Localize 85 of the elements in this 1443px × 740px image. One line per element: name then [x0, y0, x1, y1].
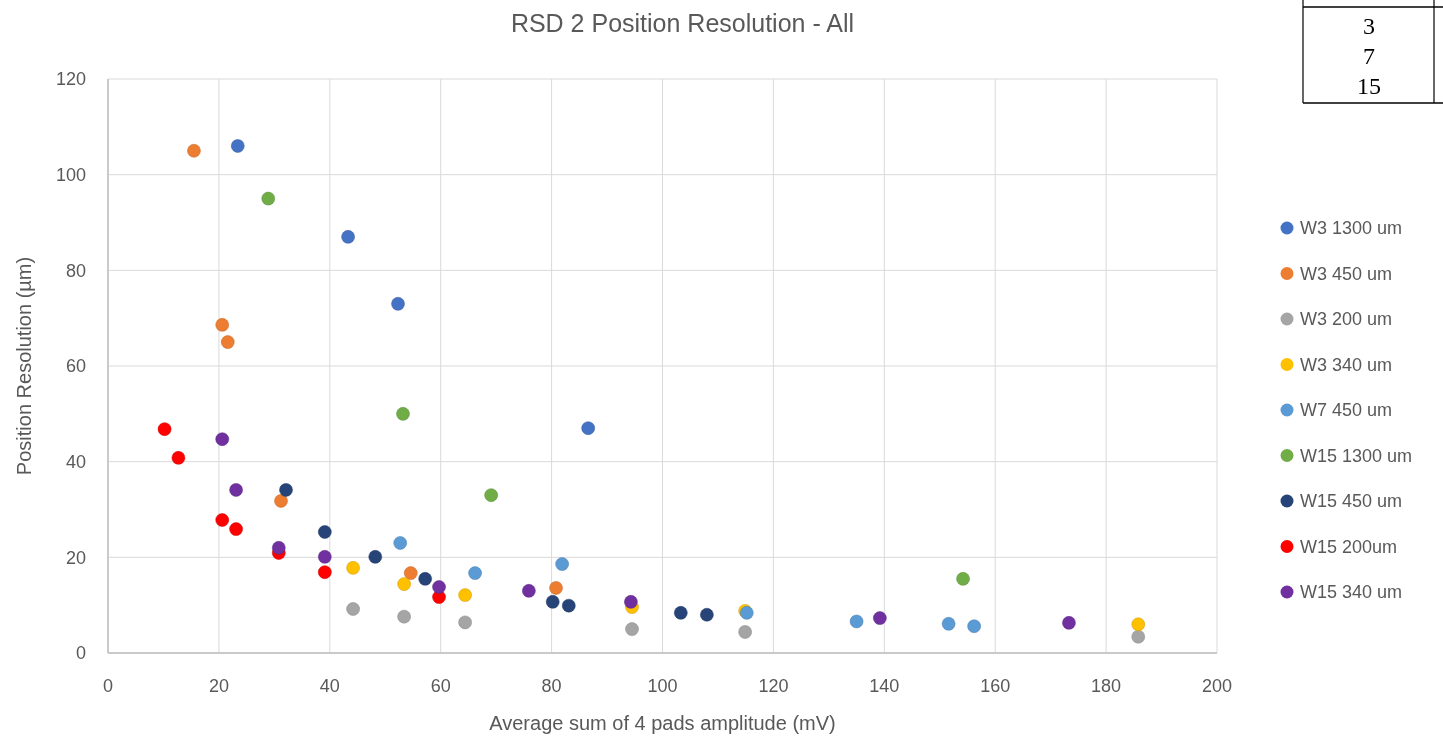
point [673, 605, 688, 620]
legend-label: W15 450 um [1300, 491, 1403, 512]
point [468, 566, 483, 581]
x-tick-label: 0 [102, 676, 114, 696]
point [391, 296, 405, 311]
point [458, 588, 473, 603]
point [393, 535, 408, 550]
legend-label: W3 450 um [1300, 263, 1393, 284]
point [220, 335, 235, 350]
point [521, 583, 536, 598]
point [230, 138, 245, 153]
point [157, 422, 172, 437]
text: 3 [1363, 13, 1375, 39]
point [186, 143, 201, 158]
point [341, 229, 356, 244]
legend-label: W15 1300 um [1300, 445, 1413, 466]
point [956, 571, 971, 586]
point [872, 611, 887, 626]
legend-label: W15 340 um [1300, 582, 1403, 603]
point [549, 580, 564, 595]
legend-label: W3 340 um [1300, 354, 1393, 375]
point [941, 616, 956, 631]
y-tick-label: 80 [65, 260, 86, 281]
point [1131, 629, 1146, 644]
point [699, 607, 714, 622]
point [215, 317, 230, 332]
point [215, 513, 230, 528]
point [215, 432, 230, 447]
point [1131, 617, 1146, 632]
legend-label: W15 200um [1300, 536, 1398, 557]
point [229, 482, 244, 497]
x-tick-label: 200 [1201, 676, 1233, 696]
y-tick-label: 20 [65, 547, 86, 568]
point [967, 619, 982, 634]
x-tick-label: 60 [430, 676, 451, 696]
point [432, 579, 447, 594]
point [403, 566, 418, 581]
legend-label: W3 200 um [1300, 309, 1393, 330]
x-tick-label: 100 [647, 676, 678, 696]
legend-label: W7 450 um [1300, 400, 1393, 421]
point [368, 549, 383, 564]
x-tick-label: 160 [980, 676, 1011, 696]
x-tick-label: 180 [1091, 676, 1122, 696]
point [317, 549, 332, 564]
y-tick-label: 60 [65, 356, 86, 377]
point [317, 565, 332, 580]
point [271, 540, 286, 555]
text: 15 [1357, 73, 1381, 99]
point [171, 450, 186, 465]
point [545, 594, 560, 609]
text: 7 [1363, 43, 1375, 69]
point [561, 598, 576, 613]
point [346, 560, 361, 575]
point [279, 482, 293, 497]
point [738, 624, 753, 639]
y-tick-label: 0 [75, 643, 86, 664]
point [261, 191, 276, 206]
point [458, 615, 473, 630]
point [317, 524, 332, 539]
point [623, 594, 638, 609]
point [395, 406, 410, 421]
point [229, 522, 244, 537]
legend-label: W3 1300 um [1300, 218, 1403, 239]
point [397, 577, 412, 592]
point [849, 614, 864, 629]
point [397, 609, 412, 624]
point [1061, 615, 1076, 630]
point [555, 557, 570, 572]
point [581, 421, 596, 436]
x-axis-title: Average sum of 4 pads amplitude (mV) [489, 712, 836, 734]
x-tick-label: 120 [758, 676, 789, 696]
x-tick-label: 80 [541, 676, 562, 696]
y-tick-label: 120 [55, 69, 86, 90]
x-tick-label: 40 [319, 676, 340, 696]
point [625, 622, 639, 637]
point [418, 571, 433, 586]
x-tick-label: 140 [869, 676, 900, 696]
point [484, 488, 499, 503]
y-tick-label: 100 [55, 164, 86, 185]
point [346, 601, 361, 616]
chart-title: RSD 2 Position Resolution - All [510, 9, 855, 37]
y-tick-label: 40 [65, 451, 86, 472]
x-tick-label: 20 [208, 676, 229, 696]
point [274, 493, 288, 508]
y-axis-title: Position Resolution (µm) [13, 256, 35, 476]
